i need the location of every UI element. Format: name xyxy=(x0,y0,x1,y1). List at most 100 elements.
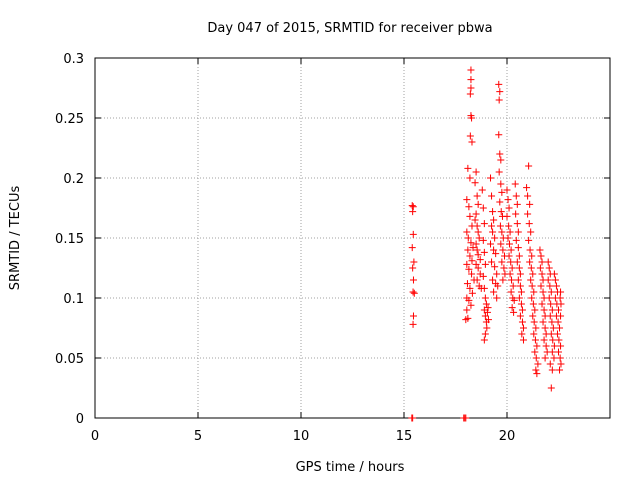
x-tick-label: 5 xyxy=(194,429,202,444)
data-point xyxy=(507,288,515,296)
data-point xyxy=(480,220,488,228)
data-point xyxy=(465,265,473,273)
data-point xyxy=(536,246,544,254)
data-point xyxy=(527,228,535,236)
data-point xyxy=(513,200,521,208)
data-point xyxy=(467,76,475,84)
data-point xyxy=(492,250,500,258)
data-point xyxy=(481,330,489,338)
data-point xyxy=(506,270,514,278)
data-point xyxy=(533,342,541,350)
data-point xyxy=(556,294,564,302)
data-point xyxy=(513,258,521,266)
data-point xyxy=(548,318,556,326)
data-point xyxy=(550,270,558,278)
data-point xyxy=(473,276,481,284)
data-point xyxy=(466,284,474,292)
data-point xyxy=(408,244,416,252)
data-point xyxy=(463,228,471,236)
data-point xyxy=(409,203,417,211)
data-point xyxy=(526,246,534,254)
data-point xyxy=(409,230,417,238)
data-point xyxy=(410,289,418,297)
data-point xyxy=(527,276,535,284)
data-point xyxy=(557,300,565,308)
plot-frame xyxy=(94,57,611,419)
data-point xyxy=(474,200,482,208)
data-point xyxy=(488,258,496,266)
data-point xyxy=(497,208,505,216)
data-point xyxy=(537,252,545,260)
data-point xyxy=(527,264,535,272)
data-point xyxy=(409,264,417,272)
data-points xyxy=(408,66,565,422)
data-point xyxy=(516,312,524,320)
data-point xyxy=(487,240,495,248)
data-point xyxy=(408,414,416,422)
data-point xyxy=(507,246,515,254)
data-point xyxy=(532,366,540,374)
data-point xyxy=(462,414,470,422)
data-point xyxy=(541,354,549,362)
data-point xyxy=(532,354,540,362)
data-point xyxy=(540,306,548,314)
data-point xyxy=(556,324,564,332)
data-point xyxy=(556,354,564,362)
data-point xyxy=(474,251,482,259)
data-point xyxy=(518,306,526,314)
data-point xyxy=(525,236,533,244)
data-point xyxy=(499,246,507,254)
data-point xyxy=(463,196,471,204)
data-point xyxy=(473,246,481,254)
data-point xyxy=(464,164,472,172)
data-point xyxy=(557,360,565,368)
data-point xyxy=(547,300,555,308)
data-point xyxy=(549,324,557,332)
data-point xyxy=(476,256,484,264)
x-tick-label: 20 xyxy=(499,429,516,444)
data-point xyxy=(467,301,475,309)
data-point xyxy=(516,270,524,278)
data-point xyxy=(510,308,518,316)
data-point xyxy=(531,306,539,314)
data-point xyxy=(505,252,513,260)
chart-title: Day 047 of 2015, SRMTID for receiver pbw… xyxy=(207,21,492,36)
data-point xyxy=(481,260,489,268)
data-point xyxy=(550,342,558,350)
data-point xyxy=(466,90,474,98)
y-tick-label: 0.15 xyxy=(55,232,84,247)
data-point xyxy=(490,246,498,254)
data-point xyxy=(472,240,480,248)
data-point xyxy=(487,174,495,182)
data-point xyxy=(498,188,506,196)
data-point xyxy=(497,240,505,248)
data-point xyxy=(468,257,476,265)
data-point xyxy=(512,210,520,218)
data-point xyxy=(469,244,477,252)
data-point xyxy=(472,260,480,268)
data-point xyxy=(541,324,549,332)
data-point xyxy=(463,306,471,314)
data-point xyxy=(503,212,511,220)
data-point xyxy=(512,192,520,200)
data-point xyxy=(504,234,512,242)
data-point xyxy=(544,276,552,284)
data-point xyxy=(471,179,479,187)
data-point xyxy=(512,236,520,244)
data-point xyxy=(548,366,556,374)
data-point xyxy=(496,198,504,206)
data-point xyxy=(552,282,560,290)
data-point xyxy=(499,276,507,284)
data-point xyxy=(508,304,516,312)
data-point xyxy=(516,282,524,290)
data-point xyxy=(508,264,516,272)
data-point xyxy=(533,370,541,378)
data-point xyxy=(463,280,471,288)
data-point xyxy=(557,342,565,350)
data-point xyxy=(495,80,503,88)
data-point xyxy=(548,306,556,314)
data-point xyxy=(463,260,471,268)
data-point xyxy=(481,294,489,302)
data-point xyxy=(519,324,527,332)
data-point xyxy=(410,258,418,266)
